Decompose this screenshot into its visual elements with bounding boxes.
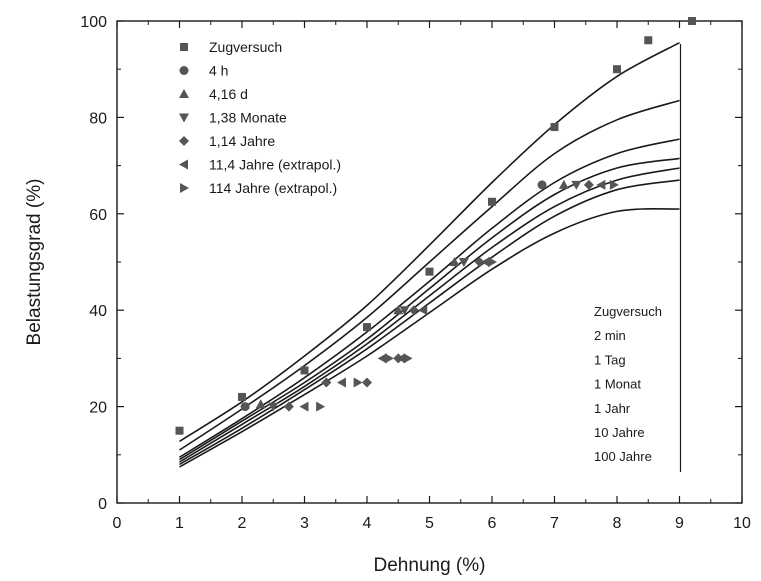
- y-tick-label: 20: [89, 400, 107, 417]
- x-tick-label: 10: [733, 515, 751, 532]
- x-tick-label: 4: [363, 515, 372, 532]
- data-point: [175, 426, 184, 435]
- curve-label: 10 Jahre: [594, 425, 645, 440]
- data-point: [571, 180, 582, 190]
- fit-curve: [179, 167, 680, 463]
- data-point: [321, 377, 332, 388]
- x-tick-label: 2: [238, 515, 247, 532]
- legend-label: 11,4 Jahre (extrapol.): [209, 157, 341, 173]
- x-tick-label: 9: [675, 515, 684, 532]
- legend-marker: [179, 136, 189, 146]
- legend-marker: [179, 89, 189, 98]
- data-point: [425, 267, 434, 276]
- x-tick-label: 7: [550, 515, 559, 532]
- fit-curve: [179, 99, 680, 451]
- data-point: [537, 180, 547, 190]
- data-point: [609, 179, 619, 190]
- data-point: [299, 401, 309, 412]
- legend-marker: [179, 159, 188, 170]
- fit-curve: [179, 208, 680, 468]
- legend-label: 1,14 Jahre: [209, 133, 275, 149]
- data-point: [316, 401, 326, 412]
- data-point: [558, 179, 569, 189]
- data-point: [240, 402, 250, 412]
- data-point: [384, 353, 394, 364]
- y-axis-title: Belastungsgrad (%): [24, 179, 45, 346]
- data-point: [474, 257, 485, 267]
- x-tick-label: 6: [488, 515, 497, 532]
- data-point: [337, 377, 346, 388]
- data-point: [480, 257, 490, 267]
- data-point: [613, 65, 621, 74]
- data-point: [353, 377, 363, 388]
- legend-label: 1,38 Monate: [209, 110, 287, 126]
- legend-marker: [179, 113, 189, 123]
- data-point: [283, 401, 294, 412]
- legend-marker: [180, 183, 189, 193]
- data-point: [583, 179, 594, 190]
- x-tick-label: 5: [425, 515, 434, 532]
- legend: Zugversuch 4 h 4,16 d 1,38 Monate 1,14 Jahre…: [179, 39, 341, 196]
- curve-label: 2 min: [594, 328, 626, 343]
- data-point: [362, 377, 372, 388]
- curve-label: 100 Jahre: [594, 449, 652, 464]
- fit-curve: [179, 179, 680, 466]
- data-point: [550, 123, 559, 132]
- legend-marker: [180, 43, 188, 51]
- data-point: [300, 366, 309, 375]
- fit-curve: [179, 157, 680, 461]
- data-point: [596, 179, 606, 190]
- data-point: [488, 197, 496, 206]
- data-point: [418, 305, 428, 316]
- x-tick-label: 0: [113, 515, 122, 532]
- data-point: [644, 36, 653, 45]
- x-axis-title: Dehnung (%): [374, 555, 486, 576]
- y-tick-label: 60: [89, 207, 107, 224]
- data-point: [408, 305, 419, 316]
- data-point: [377, 353, 387, 364]
- data-point: [488, 257, 497, 267]
- curve-label: Zugversuch: [594, 304, 662, 319]
- data-point: [458, 258, 469, 267]
- y-tick-label: 80: [89, 110, 107, 127]
- x-tick-label: 8: [613, 515, 622, 532]
- y-tick-label: 0: [98, 496, 107, 513]
- y-tick-label: 40: [89, 303, 107, 320]
- curve-labels: Zugversuch 2 min 1 Tag 1 Monat 1 Jahr 10 Jahr…: [594, 304, 662, 464]
- legend-label: Zugversuch: [209, 39, 282, 55]
- x-tick-label: 1: [175, 515, 184, 532]
- curve-label: 1 Jahr: [594, 401, 631, 416]
- legend-marker: [179, 66, 189, 75]
- data-points: [175, 17, 696, 435]
- curve-label: 1 Tag: [594, 352, 626, 367]
- data-point: [268, 402, 279, 412]
- legend-label: 114 Jahre (extrapol.): [209, 180, 337, 196]
- y-tick-label: 100: [80, 14, 107, 31]
- data-point: [393, 305, 404, 315]
- x-tick-label: 3: [300, 515, 309, 532]
- data-point: [396, 353, 406, 364]
- fit-curve: [179, 41, 680, 442]
- data-point: [688, 17, 696, 25]
- data-point: [363, 323, 371, 332]
- data-point: [449, 257, 460, 266]
- data-point: [403, 353, 413, 364]
- data-point: [255, 399, 266, 409]
- data-point: [399, 306, 410, 316]
- curve-label: 1 Monat: [594, 377, 641, 392]
- legend-label: 4,16 d: [209, 86, 248, 102]
- data-point: [238, 392, 246, 401]
- legend-label: 4 h: [209, 63, 228, 79]
